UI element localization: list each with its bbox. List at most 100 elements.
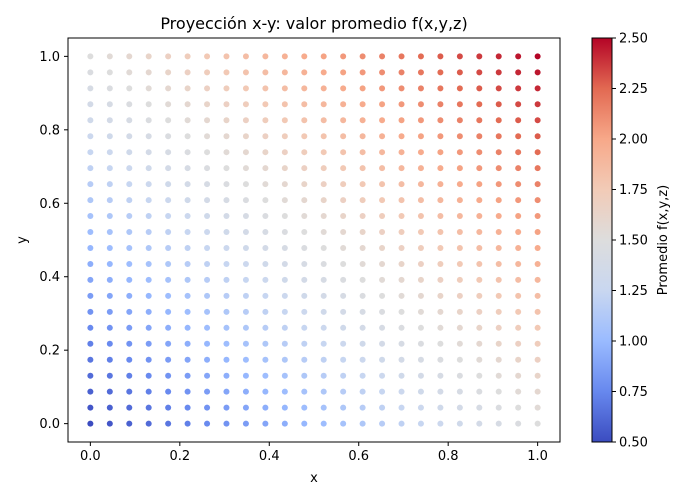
scatter-point: [262, 244, 269, 251]
scatter-point: [340, 69, 347, 76]
scatter-point: [534, 260, 541, 267]
scatter-point: [476, 244, 483, 251]
scatter-point: [242, 133, 249, 140]
scatter-point: [437, 181, 444, 188]
scatter-point: [320, 292, 327, 299]
scatter-point: [437, 276, 444, 283]
scatter-point: [184, 101, 191, 108]
scatter-point: [340, 372, 347, 379]
scatter-point: [87, 53, 94, 60]
scatter-point: [126, 85, 133, 92]
colorbar-tick-label: 2.00: [619, 133, 648, 148]
scatter-point: [437, 308, 444, 315]
scatter-point: [242, 101, 249, 108]
x-axis-label: x: [310, 471, 318, 486]
scatter-point: [106, 213, 113, 220]
scatter-point: [281, 101, 288, 108]
colorbar-ticks: 0.50 0.75 1.00 1.25 1.50 1.75 2.00 2.25 2.50: [612, 32, 648, 451]
scatter-point: [87, 101, 94, 108]
scatter-point: [126, 165, 133, 172]
scatter-point: [476, 356, 483, 363]
scatter-point: [476, 69, 483, 76]
scatter-point: [87, 165, 94, 172]
scatter-point: [165, 181, 172, 188]
scatter-point: [398, 181, 405, 188]
scatter-point: [165, 292, 172, 299]
colorbar-tick-label: 0.50: [619, 436, 648, 451]
scatter-point: [476, 117, 483, 124]
scatter-point: [437, 260, 444, 267]
scatter-point: [223, 404, 230, 411]
scatter-point: [456, 101, 463, 108]
scatter-point: [165, 197, 172, 204]
scatter-point: [242, 356, 249, 363]
scatter-point: [534, 101, 541, 108]
scatter-point: [359, 181, 366, 188]
scatter-point: [301, 276, 308, 283]
scatter-point: [534, 53, 541, 60]
scatter-point: [379, 149, 386, 156]
scatter-point: [398, 197, 405, 204]
scatter-point: [379, 404, 386, 411]
scatter-point: [456, 133, 463, 140]
scatter-point: [242, 165, 249, 172]
scatter-point: [223, 69, 230, 76]
scatter-point: [223, 276, 230, 283]
scatter-point: [242, 197, 249, 204]
scatter-point: [495, 181, 502, 188]
scatter-point: [359, 260, 366, 267]
scatter-point: [145, 117, 152, 124]
scatter-point: [495, 388, 502, 395]
scatter-point: [515, 229, 522, 236]
scatter-point: [515, 101, 522, 108]
scatter-point: [242, 149, 249, 156]
scatter-point: [106, 133, 113, 140]
scatter-point: [515, 133, 522, 140]
scatter-point: [87, 388, 94, 395]
scatter-point: [262, 85, 269, 92]
scatter-point: [165, 308, 172, 315]
scatter-point: [534, 372, 541, 379]
scatter-point: [495, 101, 502, 108]
scatter-point: [398, 101, 405, 108]
scatter-point: [262, 372, 269, 379]
scatter-point: [262, 133, 269, 140]
scatter-point: [281, 69, 288, 76]
scatter-point: [223, 420, 230, 427]
scatter-point: [456, 149, 463, 156]
scatter-point: [340, 340, 347, 347]
scatter-point: [106, 101, 113, 108]
scatter-point: [223, 324, 230, 331]
scatter-point: [126, 404, 133, 411]
scatter-point: [515, 420, 522, 427]
scatter-point: [106, 181, 113, 188]
scatter-point: [495, 149, 502, 156]
scatter-point: [495, 229, 502, 236]
scatter-point: [379, 197, 386, 204]
scatter-point: [165, 420, 172, 427]
scatter-point: [417, 244, 424, 251]
scatter-point: [223, 117, 230, 124]
scatter-point: [398, 324, 405, 331]
scatter-point: [145, 404, 152, 411]
scatter-point: [223, 149, 230, 156]
scatter-point: [320, 149, 327, 156]
scatter-point: [340, 165, 347, 172]
scatter-point: [379, 165, 386, 172]
scatter-point: [320, 181, 327, 188]
scatter-point: [495, 133, 502, 140]
scatter-point: [515, 308, 522, 315]
scatter-point: [223, 260, 230, 267]
scatter-point: [534, 117, 541, 124]
scatter-point: [301, 117, 308, 124]
scatter-point: [106, 197, 113, 204]
scatter-point: [184, 420, 191, 427]
scatter-point: [359, 117, 366, 124]
scatter-point: [281, 213, 288, 220]
scatter-point: [242, 85, 249, 92]
scatter-point: [379, 85, 386, 92]
scatter-point: [379, 356, 386, 363]
scatter-point: [262, 149, 269, 156]
scatter-point: [398, 149, 405, 156]
scatter-point: [262, 197, 269, 204]
